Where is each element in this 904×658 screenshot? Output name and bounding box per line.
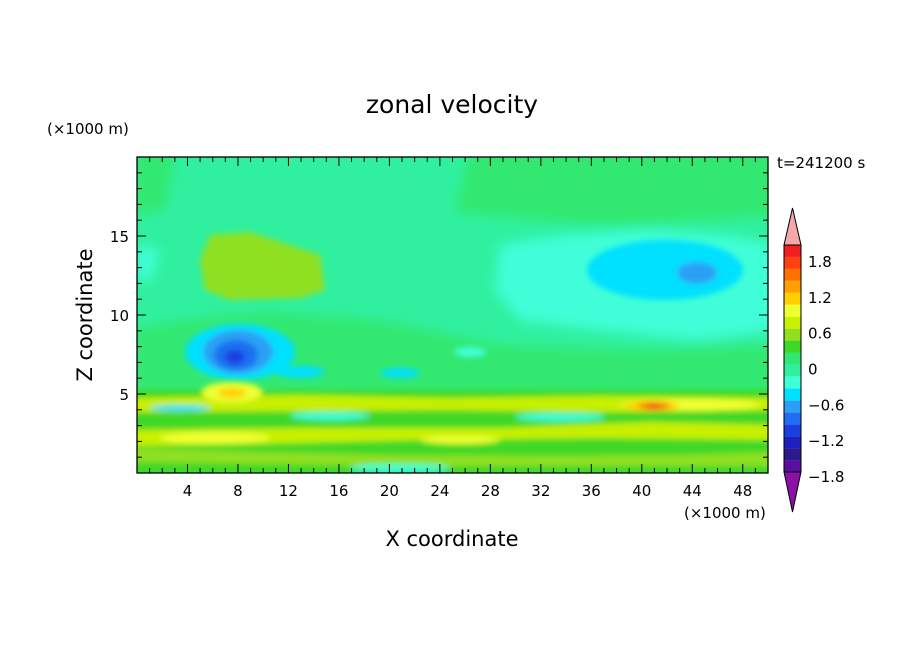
x-unit-label: (×1000 m): [684, 504, 766, 522]
colorbar-tick-label: −0.6: [808, 396, 844, 414]
colorbar-swatch: [784, 364, 801, 377]
region-left-cyan: [137, 245, 160, 280]
y-axis-label: Z coordinate: [73, 248, 97, 381]
y-tick-label: 10: [110, 307, 129, 325]
y-unit-label: (×1000 m): [47, 120, 129, 138]
region-upper-right-green: [455, 157, 768, 225]
region-upper-left-green: [137, 157, 174, 214]
x-tick-label: 4: [183, 482, 193, 500]
band-yellow-top: [137, 395, 768, 412]
colorbar-swatch: [784, 292, 801, 305]
band-yellow-low: [137, 448, 768, 466]
colorbar-swatch: [784, 460, 801, 472]
contour-field: [137, 157, 768, 473]
region-upper-left-lime: [200, 232, 325, 300]
colorbar-swatch: [784, 412, 801, 425]
colorbar-under-triangle: [783, 471, 802, 513]
colorbar-swatch: [784, 400, 801, 413]
min-small-cyan-1: [275, 366, 325, 378]
time-label: t=241200 s: [777, 154, 865, 172]
x-tick-label: 12: [279, 482, 298, 500]
band-cyan-gap-3: [150, 405, 210, 411]
x-tick-label: 24: [430, 482, 449, 500]
y-axis: 5 10 15: [110, 172, 768, 458]
band-yellow-mid: [137, 422, 768, 446]
colorbar-swatch: [784, 316, 801, 329]
colorbar-swatch: [784, 268, 801, 281]
band-yellow-spot-1: [160, 432, 270, 444]
colorbar-swatch: [784, 388, 801, 401]
colorbar-over-triangle: [783, 207, 802, 246]
colorbar: 1.8 1.2 0.6 0 −0.6 −1.2 −1.8: [783, 207, 844, 513]
colorbar-swatch: [784, 448, 801, 461]
band-yellow-spot-2: [420, 436, 500, 444]
colorbar-swatch: [784, 328, 801, 341]
colorbar-tick-label: −1.2: [808, 432, 844, 450]
x-tick-label: 28: [481, 482, 500, 500]
x-tick-label: 8: [233, 482, 243, 500]
colorbar-tick-label: 0.6: [808, 325, 832, 343]
region-right-deep-cyan: [587, 240, 743, 300]
x-tick-label: 16: [329, 482, 348, 500]
band-cyan-gap-1: [290, 412, 370, 420]
min-left-blue-core: [225, 350, 245, 364]
x-tick-label: 20: [380, 482, 399, 500]
colorbar-swatch: [784, 376, 801, 389]
min-small-cyan-3: [454, 347, 486, 357]
colorbar-swatch: [784, 424, 801, 437]
colorbar-swatch: [784, 280, 801, 293]
x-tick-label: 40: [632, 482, 651, 500]
x-tick-label: 36: [582, 482, 601, 500]
colorbar-swatch: [784, 340, 801, 353]
min-small-cyan-2: [380, 368, 420, 378]
x-axis-label: X coordinate: [385, 527, 518, 551]
band-cyan-gap-4: [350, 464, 450, 472]
y-tick-label: 5: [119, 386, 129, 404]
colorbar-swatch: [784, 304, 801, 317]
max-left-orange: [218, 388, 246, 398]
min-right-blue: [677, 262, 717, 284]
chart-title: zonal velocity: [366, 90, 538, 119]
colorbar-swatch: [784, 352, 801, 365]
colorbar-tick-label: 0: [808, 360, 818, 378]
colorbar-swatch: [784, 245, 801, 257]
x-tick-label: 48: [733, 482, 752, 500]
colorbar-swatch: [784, 436, 801, 449]
band-cyan-gap-2: [515, 413, 605, 421]
y-tick-label: 15: [110, 228, 129, 246]
max-right-red-core: [647, 404, 661, 408]
x-tick-label: 44: [683, 482, 702, 500]
colorbar-swatch: [784, 256, 801, 269]
colorbar-tick-label: 1.2: [808, 289, 832, 307]
colorbar-tick-label: 1.8: [808, 253, 832, 271]
colorbar-frame: [783, 244, 802, 473]
x-tick-label: 32: [531, 482, 550, 500]
colorbar-tick-label: −1.8: [808, 468, 844, 486]
x-axis: 4 8 12 16 20 24 28 32 36 40 44 48: [149, 157, 756, 500]
